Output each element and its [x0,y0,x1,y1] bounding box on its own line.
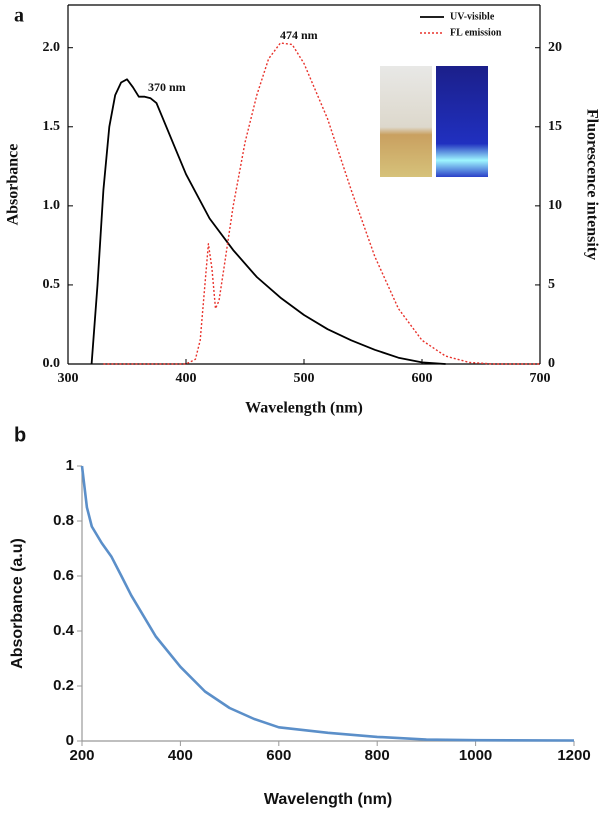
x-tick-label: 300 [58,371,79,386]
y2-tick-label: 0 [548,356,555,371]
y-tick-label: 2.0 [43,40,61,55]
y-tick-label: 0.6 [53,567,74,584]
data-line [80,465,575,742]
x-axis-label: Wavelength (nm) [264,791,392,808]
x-tick-label: 800 [365,747,390,764]
x-tick-label: 200 [69,747,94,764]
y2-tick-label: 15 [548,119,562,134]
panel-label: a [14,5,24,27]
y2-tick-label: 20 [548,40,562,55]
vial-daylight [380,66,432,177]
inset-photo [380,66,488,177]
x-tick-label: 400 [168,747,193,764]
peak-annotation: 370 nm [148,80,186,94]
y-tick-label: 0 [66,732,74,749]
legend-label: UV-visible [450,11,495,22]
y2-axis-label: Fluorescence intensity [583,109,600,260]
x-tick-label: 600 [266,747,291,764]
y-axis-label: Absorbance (a.u) [9,538,26,669]
legend-label: FL emission [450,27,502,38]
y2-tick-label: 5 [548,277,555,292]
x-tick-label: 500 [294,371,315,386]
data-line [90,78,446,365]
y-tick-label: 0.8 [53,512,74,529]
peak-annotation: 474 nm [280,28,318,42]
panel-label: b [14,424,26,446]
x-tick-label: 1200 [557,747,590,764]
y-tick-label: 1.5 [43,119,61,134]
x-tick-label: 600 [412,371,433,386]
chart: 200 400 600 800 1000 1200 0 0.2 0.4 0.6 0.8 1 b Wavel… [9,424,590,808]
y-axis-label: Absorbance [5,144,22,226]
y-tick-label: 0.4 [53,622,75,639]
y-tick-label: 1.0 [43,198,61,213]
vial-uv [436,66,488,177]
y2-tick-label: 10 [548,198,562,213]
y-tick-label: 1 [66,457,74,474]
chart: 300 400 500 600 700 0.0 0.5 1.0 1.5 2.0 0 5 10 15 20 a W… [5,4,600,417]
y-tick-label: 0.5 [43,277,61,292]
data-line [103,42,540,365]
x-tick-label: 1000 [459,747,492,764]
x-tick-label: 400 [176,371,197,386]
x-tick-label: 700 [530,371,551,386]
y-tick-label: 0.0 [43,356,61,371]
x-axis-label: Wavelength (nm) [245,400,363,417]
y-tick-label: 0.2 [53,677,74,694]
